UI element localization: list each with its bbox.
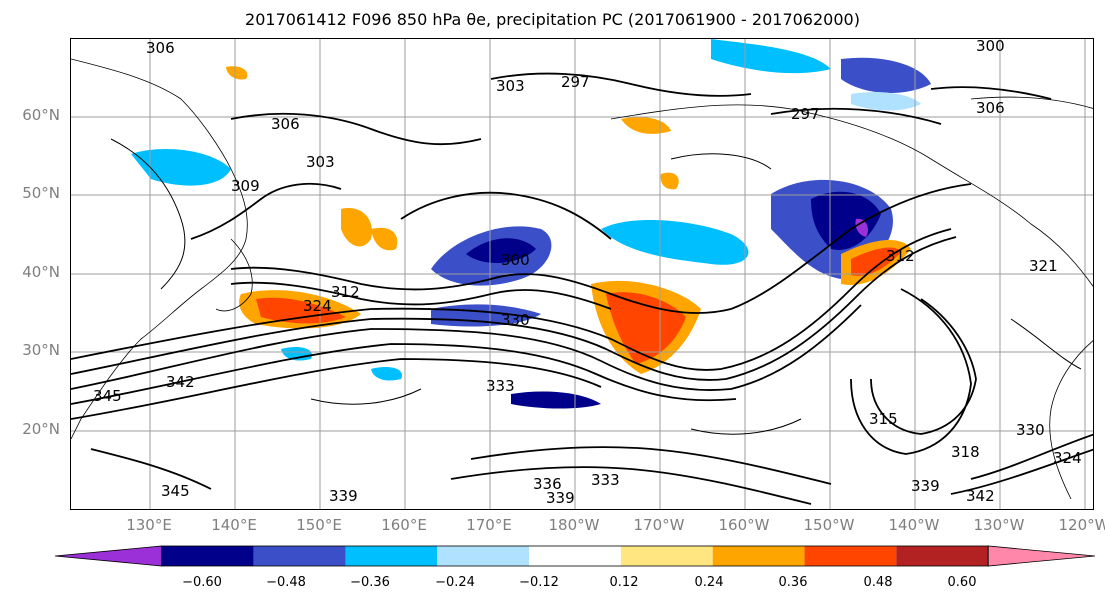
contour-label: 333 <box>591 471 620 489</box>
contour-label: 342 <box>966 487 995 505</box>
lon-label: 140°W <box>888 516 940 534</box>
contour-label: 339 <box>911 477 940 495</box>
map-canvas: 306 297 303 306 303 309 300 312 324 330 … <box>71 39 1093 509</box>
contour-label: 339 <box>329 487 358 505</box>
colorbar-tick: −0.48 <box>266 575 306 590</box>
colorbar-segment <box>345 546 438 566</box>
contour-label: 324 <box>1053 449 1082 467</box>
colorbar-segment <box>437 546 530 566</box>
contour-label: 300 <box>501 251 530 269</box>
lat-label-50n: 50°N <box>22 184 60 202</box>
colorbar-segment <box>712 546 805 566</box>
lon-label: 130°W <box>973 516 1025 534</box>
lon-label: 150°E <box>296 516 342 534</box>
colorbar-tick: 0.24 <box>694 575 724 590</box>
colorbar-segment <box>896 546 989 566</box>
contour-label: 306 <box>146 39 175 57</box>
colorbar-extend-right <box>987 545 1095 567</box>
lon-label: 170°E <box>466 516 512 534</box>
contour-label: 306 <box>271 115 300 133</box>
contour-label: 297 <box>791 105 820 123</box>
contour-label: 324 <box>303 297 332 315</box>
lon-label: 170°W <box>633 516 685 534</box>
colorbar-outline <box>161 545 989 567</box>
contour-label: 342 <box>166 373 195 391</box>
colorbar-tick: −0.60 <box>182 575 222 590</box>
lon-label: 160°W <box>718 516 770 534</box>
colorbar-segment <box>529 546 621 566</box>
colorbar-tick: 0.48 <box>863 575 893 590</box>
lon-label: 140°E <box>211 516 257 534</box>
contour-label: 330 <box>501 311 530 329</box>
contour-label: 336 <box>533 475 562 493</box>
contour-label: 303 <box>306 153 335 171</box>
lat-label-30n: 30°N <box>22 341 60 359</box>
colorbar-segment <box>620 546 713 566</box>
contour-label: 339 <box>546 489 575 507</box>
lat-label-20n: 20°N <box>22 420 60 438</box>
contour-label: 330 <box>1016 421 1045 439</box>
colorbar-tick: 0.12 <box>609 575 639 590</box>
colorbar-tick: 0.36 <box>778 575 808 590</box>
contour-label: 345 <box>93 387 122 405</box>
contour-label: 303 <box>496 77 525 95</box>
colorbar-segment <box>253 546 346 566</box>
graticule <box>71 39 1093 509</box>
contour-label: 300 <box>976 39 1005 55</box>
colorbar-segment <box>161 546 254 566</box>
colorbar-tick: −0.36 <box>350 575 390 590</box>
contour-label-group: 306 297 303 306 303 309 300 312 324 330 … <box>93 39 1082 507</box>
map-panel: 306 297 303 306 303 309 300 312 324 330 … <box>70 38 1094 510</box>
contour-label: 315 <box>869 410 898 428</box>
contour-label: 333 <box>486 377 515 395</box>
coastlines <box>71 58 1093 500</box>
colorbar-tick: −0.12 <box>519 575 559 590</box>
precip-shading <box>131 39 931 409</box>
colorbar <box>55 545 1095 567</box>
contour-label: 321 <box>1029 257 1058 275</box>
lon-label: 150°W <box>803 516 855 534</box>
map-title: 2017061412 F096 850 hPa θe, precipitatio… <box>245 10 860 29</box>
contour-label: 345 <box>161 482 190 500</box>
contour-label: 318 <box>951 443 980 461</box>
lon-label: 180°W <box>548 516 600 534</box>
lon-label: 160°E <box>381 516 427 534</box>
colorbar-extend-left <box>55 545 163 567</box>
contour-label: 312 <box>331 283 360 301</box>
contour-label: 306 <box>976 99 1005 117</box>
lat-label-60n: 60°N <box>22 106 60 124</box>
lat-label-40n: 40°N <box>22 263 60 281</box>
colorbar-tick: −0.24 <box>435 575 475 590</box>
contour-label: 297 <box>561 73 590 91</box>
lon-label: 120°W <box>1058 516 1105 534</box>
colorbar-segment <box>804 546 897 566</box>
theta-e-contours <box>71 72 1093 505</box>
lon-label: 130°E <box>126 516 172 534</box>
thin-contours <box>110 138 1082 435</box>
contour-label: 309 <box>231 177 260 195</box>
colorbar-tick: 0.60 <box>947 575 977 590</box>
contour-label: 312 <box>886 247 915 265</box>
